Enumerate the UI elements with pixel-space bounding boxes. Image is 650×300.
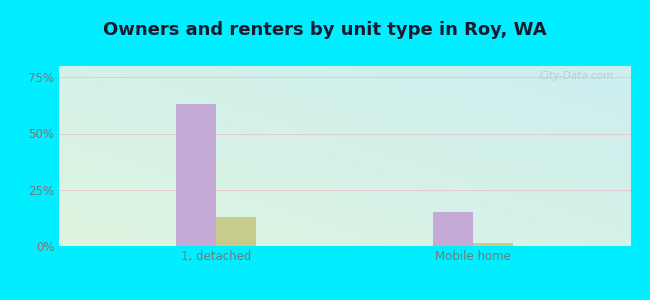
Text: Owners and renters by unit type in Roy, WA: Owners and renters by unit type in Roy, … [103, 21, 547, 39]
Bar [473, 243, 514, 246]
Bar [176, 104, 216, 246]
Text: City-Data.com: City-Data.com [540, 71, 614, 81]
Bar [216, 217, 256, 246]
Bar [433, 212, 473, 246]
